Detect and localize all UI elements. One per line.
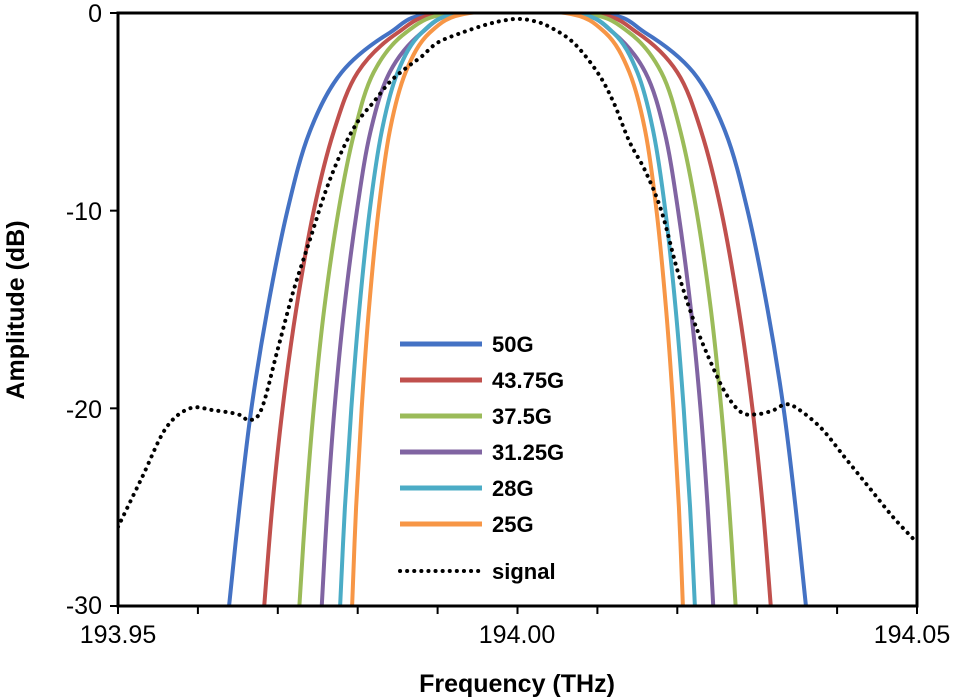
y-tick-label: -20	[66, 396, 102, 424]
series-layer	[118, 13, 917, 606]
y-axis-title: Amplitude (dB)	[2, 220, 30, 399]
legend-label-28g: 28G	[492, 476, 534, 501]
x-axis-title: Frequency (THz)	[419, 670, 615, 698]
series-line-28g	[338, 13, 697, 606]
legend-box	[393, 323, 605, 593]
tick-layer	[110, 12, 918, 614]
legend-label-25g: 25G	[492, 512, 534, 537]
series-line-31-25g	[319, 13, 716, 606]
y-tick-label: 0	[88, 0, 102, 28]
legend-label-43-75g: 43.75G	[492, 368, 564, 393]
y-tick-label: -10	[66, 198, 102, 226]
legend-label-31-25g: 31.25G	[492, 440, 564, 465]
legend: 50G 43.75G 37.5G 31.25G 28G 25G signal	[393, 323, 605, 593]
series-line-25g	[350, 13, 685, 606]
series-line-50g	[227, 13, 808, 606]
legend-label-37-5g: 37.5G	[492, 404, 552, 429]
legend-label-signal: signal	[492, 559, 556, 584]
series-line-37-5g	[297, 13, 738, 606]
x-tick-label: 194.05	[874, 621, 950, 649]
y-tick-label: -30	[66, 592, 102, 620]
legend-label-50g: 50G	[492, 332, 534, 357]
x-tick-label: 193.95	[80, 621, 156, 649]
series-line-43-75g	[262, 13, 773, 606]
series-line-signal	[118, 16, 917, 545]
x-tick-label: 194.00	[479, 621, 555, 649]
